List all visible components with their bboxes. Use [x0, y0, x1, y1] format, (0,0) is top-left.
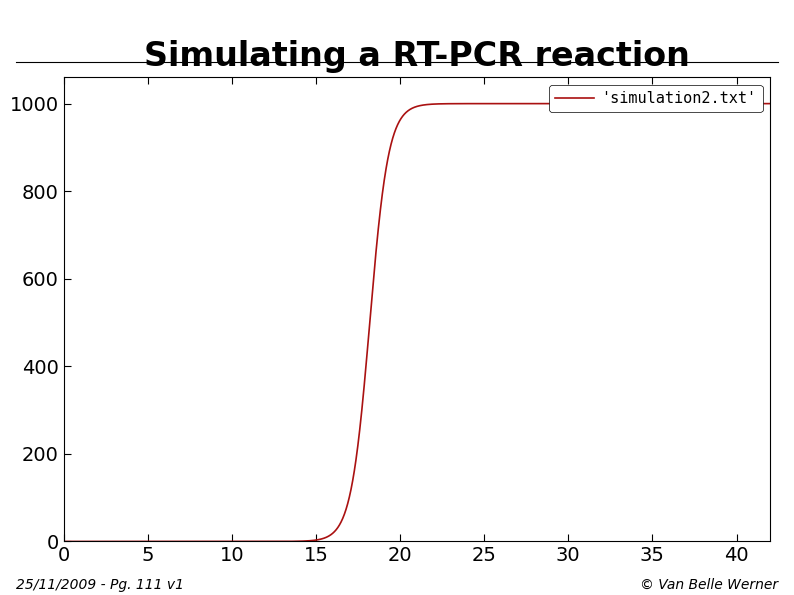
Text: © Van Belle Werner: © Van Belle Werner: [640, 578, 778, 592]
Text: 25/11/2009 - Pg. 111 v1: 25/11/2009 - Pg. 111 v1: [16, 578, 184, 592]
Legend: 'simulation2.txt': 'simulation2.txt': [549, 85, 762, 112]
Title: Simulating a RT-PCR reaction: Simulating a RT-PCR reaction: [144, 40, 690, 73]
